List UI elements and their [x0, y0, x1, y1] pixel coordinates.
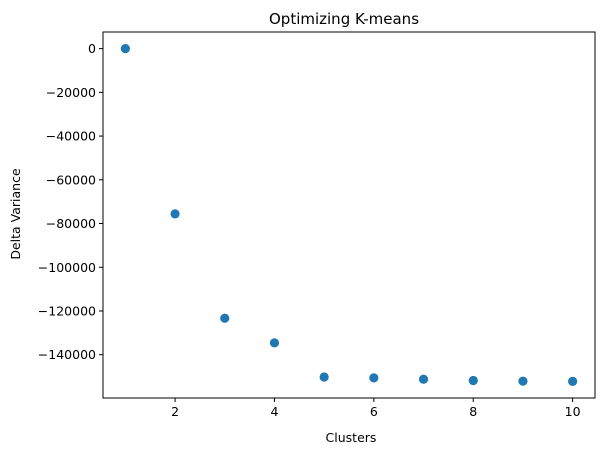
plot-area — [102, 31, 596, 399]
x-tick-label: 8 — [469, 404, 477, 419]
x-axis-ticks: 2 4 6 8 10 — [171, 398, 581, 419]
y-tick-label: −100000 — [38, 260, 96, 275]
x-tick-label: 6 — [370, 404, 378, 419]
data-point — [120, 44, 130, 54]
data-point — [170, 209, 180, 219]
data-point — [269, 338, 280, 348]
y-tick-label: −120000 — [38, 303, 96, 318]
chart-title: Optimizing K-means — [269, 10, 419, 28]
data-point — [369, 373, 379, 383]
data-point — [568, 376, 578, 386]
y-tick-label: −80000 — [46, 216, 96, 231]
data-point — [319, 372, 329, 382]
x-axis-label: Clusters — [326, 430, 377, 445]
x-tick-label: 2 — [171, 404, 179, 419]
y-tick-label: −40000 — [46, 129, 96, 144]
data-point — [468, 375, 478, 386]
plot-frame — [102, 31, 596, 399]
y-axis-label: Delta Variance — [8, 168, 23, 260]
data-points — [120, 44, 578, 386]
y-tick-label: −60000 — [46, 172, 96, 187]
y-tick-label: −20000 — [46, 85, 96, 100]
data-point — [518, 376, 528, 386]
x-tick-label: 10 — [565, 404, 581, 419]
y-tick-label: 0 — [88, 41, 96, 56]
y-axis-ticks: 0 −20000 −40000 −60000 −80000 −100000 −120000 −… — [38, 41, 103, 362]
data-point — [418, 374, 429, 384]
y-tick-label: −140000 — [38, 347, 96, 362]
data-point — [220, 313, 230, 323]
x-tick-label: 4 — [270, 404, 278, 419]
